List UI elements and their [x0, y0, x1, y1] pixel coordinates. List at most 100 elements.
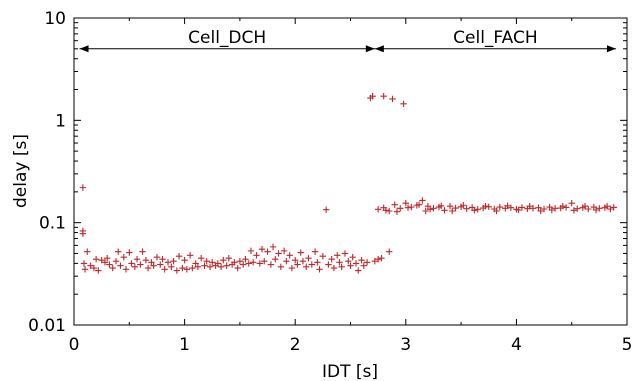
data-point: [283, 258, 290, 265]
data-point: [92, 255, 100, 263]
data-point: [303, 263, 310, 271]
data-point: [391, 201, 398, 208]
data-point: [153, 253, 161, 261]
y-axis: 0.01 0.1 1 10: [28, 9, 627, 336]
data-point: [275, 250, 282, 257]
data-point: [144, 264, 152, 272]
data-point: [338, 263, 345, 271]
data-point: [581, 202, 589, 210]
data-point: [128, 260, 135, 267]
data-point: [112, 258, 120, 265]
data-point: [422, 207, 429, 215]
data-point: [181, 256, 188, 264]
data-point: [515, 206, 522, 214]
data-point: [441, 207, 448, 214]
data-point: [95, 267, 102, 274]
data-point: [363, 259, 371, 266]
data-point: [84, 248, 91, 255]
data-point: [610, 204, 617, 211]
data-point: [419, 197, 426, 204]
data-point: [386, 207, 393, 215]
data-point: [334, 252, 341, 259]
data-point: [90, 264, 98, 272]
data-point: [471, 207, 478, 214]
data-point: [568, 199, 575, 207]
data-point: [341, 250, 349, 257]
y-tick-label: 1: [55, 111, 66, 131]
arrow-head-left: [374, 45, 384, 53]
data-point: [115, 248, 122, 255]
data-point: [592, 206, 600, 214]
data-point: [203, 258, 210, 265]
data-point: [349, 253, 356, 261]
y-tick-label: 0.01: [28, 316, 66, 336]
data-point: [234, 264, 241, 272]
data-point: [347, 262, 354, 269]
data-point: [206, 263, 214, 271]
data-point: [277, 263, 285, 271]
data-point: [585, 205, 592, 213]
data-point: [120, 253, 127, 261]
data-point: [253, 252, 260, 259]
data-point: [133, 255, 141, 263]
data-point: [529, 205, 537, 212]
x-axis: 0 1 2 3 4 5: [69, 18, 632, 355]
data-point: [551, 205, 559, 212]
data-point: [374, 206, 382, 213]
data-point: [267, 261, 275, 268]
region-annotations: Cell_DCH Cell_FACH: [79, 28, 616, 53]
region-label: Cell_DCH: [188, 28, 266, 48]
data-point: [286, 252, 293, 259]
data-point: [446, 202, 454, 210]
data-point: [535, 204, 542, 211]
data-point: [382, 207, 390, 214]
data-point: [159, 255, 166, 263]
data-point: [122, 266, 130, 273]
arrow-head-right: [606, 45, 616, 53]
data-point: [493, 207, 500, 215]
x-tick-label: 2: [290, 335, 301, 355]
data-point: [161, 266, 168, 273]
data-point: [164, 259, 172, 266]
data-point: [256, 260, 264, 267]
data-point: [559, 202, 567, 210]
data-point: [117, 262, 124, 269]
data-point: [570, 207, 578, 214]
data-point: [311, 248, 319, 255]
data-point: [173, 267, 181, 274]
data-point: [150, 262, 157, 269]
data-point: [504, 202, 511, 210]
data-point: [496, 203, 504, 211]
data-point: [322, 206, 330, 213]
x-tick-label: 0: [69, 335, 80, 355]
data-point: [607, 205, 614, 213]
data-point: [131, 263, 139, 271]
data-point: [261, 258, 268, 265]
data-point: [269, 243, 277, 251]
data-point: [325, 261, 332, 268]
data-point: [355, 267, 362, 274]
data-point: [345, 258, 352, 265]
data-point: [408, 203, 415, 211]
data-point: [330, 264, 338, 272]
data-point: [402, 199, 409, 207]
data-point: [258, 246, 266, 253]
data-point: [288, 264, 296, 272]
data-point: [393, 208, 401, 215]
data-point: [223, 262, 230, 269]
data-point: [240, 261, 247, 268]
data-point: [537, 207, 544, 215]
data-point: [562, 204, 570, 211]
data-point: [242, 255, 249, 263]
data-point: [603, 202, 611, 210]
x-tick-label: 3: [400, 335, 411, 355]
y-tick-label: 0.1: [39, 214, 66, 234]
data-point: [596, 205, 603, 212]
data-point: [245, 260, 252, 267]
data-point: [139, 248, 146, 255]
data-point: [103, 254, 111, 262]
data-point: [179, 264, 186, 272]
data-point: [299, 258, 307, 265]
data-point: [137, 261, 144, 268]
data-point: [305, 254, 312, 262]
